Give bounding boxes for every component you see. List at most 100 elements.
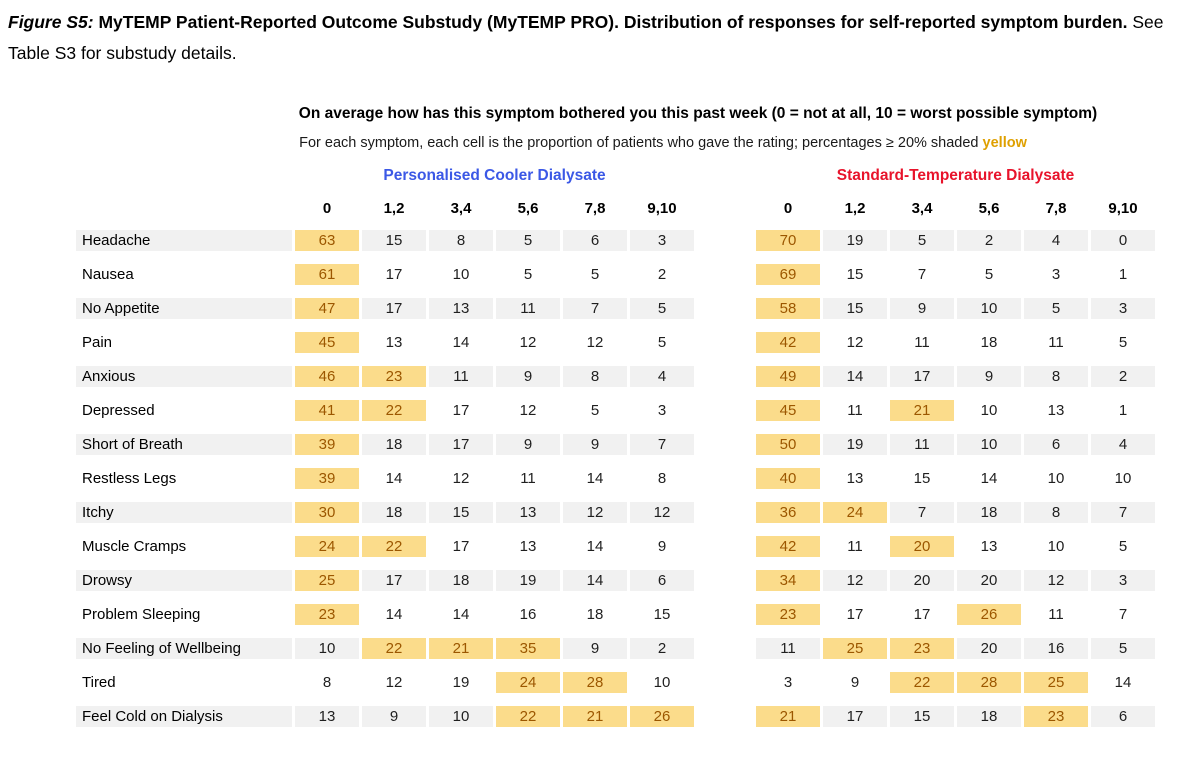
value-cell: 11 [520,470,536,487]
value-cell: 11 [496,298,560,319]
value-cell: 18 [362,434,426,455]
symptom-row: No Feeling of Wellbeing 10 22 21 35 9 2 11 25 23 2… [76,638,1155,659]
value-cell: 7 [563,298,627,319]
value-cell: 25 [823,638,887,659]
row-label: Headache [76,230,292,251]
symptom-row: Headache 63 15 8 5 6 3 70 19 5 2 4 0 [76,230,1155,251]
value-cell: 5 [890,230,954,251]
value-cell: 4 [1024,230,1088,251]
value-cell: 12 [519,402,537,419]
figure-caption: Figure S5: MyTEMP Patient-Reported Outco… [0,0,1200,69]
value-cell: 1 [1118,402,1128,419]
symptom-row: Anxious 46 23 11 9 8 4 49 14 17 9 8 2 [76,366,1155,387]
value-cell: 18 [362,502,426,523]
value-cell: 30 [295,502,359,523]
value-cell: 5 [1024,298,1088,319]
value-cell: 10 [1114,470,1132,487]
value-cell: 24 [823,502,887,523]
group-gap [697,570,753,591]
column-header: 1,2 [383,199,405,217]
value-cell: 19 [496,570,560,591]
value-cell: 10 [653,674,671,691]
value-cell: 14 [823,366,887,387]
value-cell: 69 [756,264,820,285]
value-cell: 34 [756,570,820,591]
figure-label: Figure S5: [8,12,94,32]
group-header-row: Personalised Cooler Dialysate Standard-T… [76,166,1155,186]
value-cell: 0 [1091,230,1155,251]
value-cell: 14 [980,470,998,487]
symptom-row: Drowsy 25 17 18 19 14 6 34 12 20 20 12 3 [76,570,1155,591]
value-cell: 5 [657,334,667,351]
value-cell: 13 [385,334,403,351]
corner-cell [76,199,292,217]
value-cell: 3 [1091,298,1155,319]
row-label: Feel Cold on Dialysis [76,706,292,727]
row-label: Short of Breath [76,434,292,455]
column-header: 7,8 [1045,199,1067,217]
value-cell: 16 [1024,638,1088,659]
value-cell: 63 [295,230,359,251]
value-cell: 2 [657,266,667,283]
value-cell: 9 [496,434,560,455]
symptom-row: Pain 45 13 14 12 12 5 42 12 11 18 11 5 [76,332,1155,353]
value-cell: 18 [957,502,1021,523]
value-cell: 12 [630,502,694,523]
value-cell: 17 [452,538,470,555]
column-header: 0 [783,199,793,217]
value-cell: 39 [295,468,359,489]
value-cell: 36 [756,502,820,523]
group-gap [697,468,753,489]
value-cell: 49 [756,366,820,387]
column-header: 9,10 [647,199,677,217]
value-cell: 15 [362,230,426,251]
row-label: Tired [82,674,116,691]
group-gap [697,199,753,217]
value-cell: 8 [657,470,667,487]
value-cell: 5 [523,266,533,283]
value-cell: 9 [657,538,667,555]
value-cell: 10 [295,638,359,659]
value-cell: 6 [630,570,694,591]
value-cell: 20 [890,570,954,591]
value-cell: 23 [362,366,426,387]
group-gap [697,638,753,659]
value-cell: 15 [890,706,954,727]
value-cell: 2 [957,230,1021,251]
value-cell: 9 [496,366,560,387]
value-cell: 14 [586,470,604,487]
value-cell: 10 [980,402,998,419]
value-cell: 11 [890,434,954,455]
group-gap [697,166,753,186]
value-cell: 5 [1091,638,1155,659]
value-cell: 11 [1048,334,1064,351]
group-header-standard: Standard-Temperature Dialysate [836,167,1075,184]
value-cell: 19 [823,434,887,455]
value-cell: 8 [322,674,332,691]
group-gap [697,264,753,285]
value-cell: 3 [1051,266,1061,283]
value-cell: 12 [846,334,864,351]
value-cell: 47 [295,298,359,319]
value-cell: 24 [496,672,560,693]
value-cell: 42 [756,332,820,353]
value-cell: 13 [295,706,359,727]
column-header: 0 [322,199,332,217]
value-cell: 8 [429,230,493,251]
symptom-row: No Appetite 47 17 13 11 7 5 58 15 9 10 5 3 [76,298,1155,319]
value-cell: 12 [385,674,403,691]
value-cell: 15 [913,470,931,487]
value-cell: 61 [295,264,359,285]
symptom-row: Restless Legs 39 14 12 11 14 8 40 13 15 14 10 10 [76,468,1155,489]
column-header: 9,10 [1108,199,1138,217]
value-cell: 12 [1024,570,1088,591]
value-cell: 11 [914,334,930,351]
value-cell: 21 [756,706,820,727]
row-label: Drowsy [76,570,292,591]
value-cell: 58 [756,298,820,319]
value-cell: 18 [586,606,604,623]
value-cell: 5 [590,266,600,283]
row-label: Nausea [82,266,134,283]
group-gap [697,502,753,523]
value-cell: 8 [1024,366,1088,387]
